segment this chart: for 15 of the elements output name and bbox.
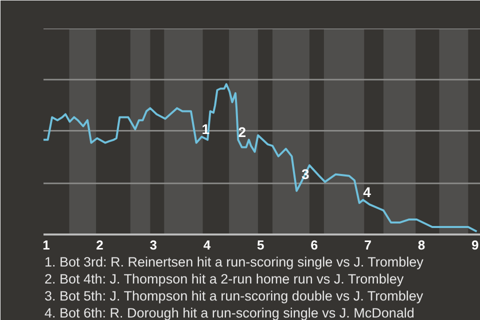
x-tick-label: 8 bbox=[418, 238, 426, 252]
x-tick-label: 9 bbox=[472, 238, 479, 252]
text: 4. Bot 6th: R. Dorough hit a run-scoring single vs J. McDonald bbox=[44, 306, 414, 320]
x-tick-label: 3 bbox=[150, 238, 158, 252]
x-tick-label: 7 bbox=[364, 238, 372, 252]
x-tick-label: 2 bbox=[96, 238, 104, 252]
text: 1. Bot 3rd: R. Reinertsen hit a run-scoring single vs J. Trombley bbox=[44, 254, 424, 270]
x-tick-label: 5 bbox=[257, 238, 264, 252]
x-tick-label: 4 bbox=[203, 238, 212, 252]
annotation: 2 bbox=[238, 124, 246, 140]
text: 2. Bot 4th: J. Thompson hit a 2-run home run vs J. Trombley bbox=[44, 272, 404, 286]
text: 3. Bot 5th: J. Thompson hit a run-scoring double vs J. Trombley bbox=[44, 288, 424, 304]
x-tick-label: 1 bbox=[42, 238, 50, 252]
x-tick-label: 6 bbox=[310, 238, 318, 252]
annotation: 4 bbox=[363, 184, 372, 200]
